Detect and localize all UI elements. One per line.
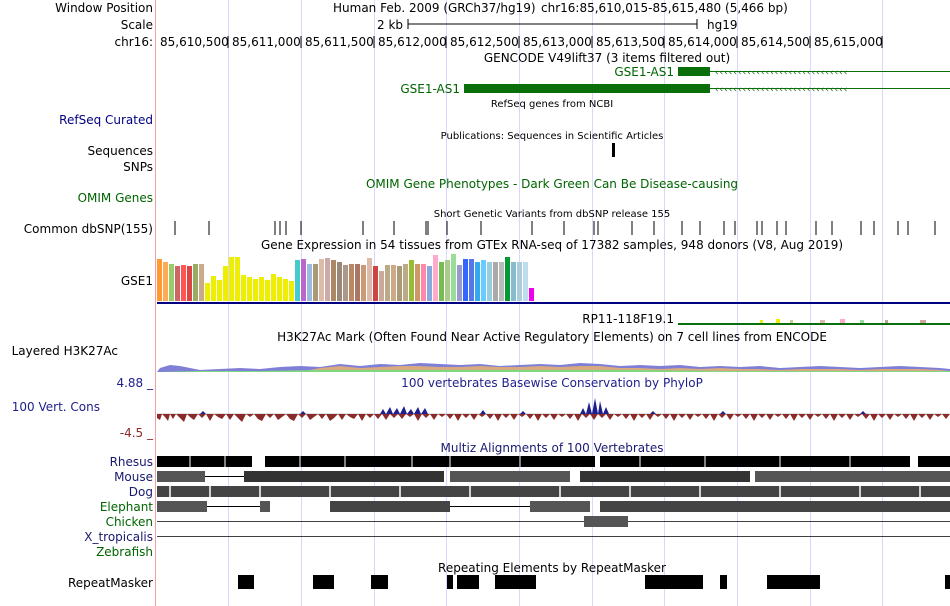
repeatmasker-title: Repeating Elements by RepeatMasker	[438, 561, 666, 575]
phylop-label[interactable]: 100 Vert. Cons	[11, 400, 100, 414]
gencode-gene-label[interactable]: GSE1-AS1	[400, 82, 460, 96]
gtex-label[interactable]: GSE1	[120, 274, 153, 288]
scale-value: 2 kb	[377, 18, 404, 32]
multiz-chicken	[157, 516, 950, 527]
rp11-gene	[678, 319, 950, 325]
publication-mark	[612, 143, 615, 157]
publications-title: Publications: Sequences in Scientific Ar…	[440, 131, 664, 142]
chrom-label: chr16:	[114, 35, 153, 49]
species-dog[interactable]: Dog	[128, 485, 153, 499]
ruler-tick: 85,610,500	[160, 35, 229, 49]
h3k27ac-title: H3K27Ac Mark (Often Found Near Active Re…	[277, 330, 827, 344]
ruler-tick: 85,613,500	[596, 35, 665, 49]
ruler-tick: 85,615,000	[814, 35, 883, 49]
position-text: chr16:85,610,015-85,615,480 (5,466 bp)	[541, 1, 788, 15]
multiz-rhesus	[157, 456, 950, 467]
multiz-elephant	[157, 501, 950, 512]
h3k27ac-signal	[157, 363, 950, 372]
window-position-label: Window Position	[55, 1, 153, 15]
omim-title: OMIM Gene Phenotypes - Dark Green Can Be…	[365, 177, 739, 191]
multiz-dog	[157, 486, 950, 497]
ruler-tick: 85,614,000	[668, 35, 737, 49]
ruler-tick: 85,611,500	[305, 35, 374, 49]
gencode-gene-1: ‹‹‹‹‹‹‹‹‹‹‹‹‹‹‹‹‹‹‹‹‹‹‹‹‹‹‹‹‹	[678, 67, 950, 78]
phylop-max: 4.88 _	[116, 376, 153, 390]
scale-label: Scale	[120, 18, 153, 32]
repeatmasker-blocks	[238, 575, 950, 589]
ruler-tick: 85,614,500	[741, 35, 810, 49]
dbsnp-title: Short Genetic Variants from dbSNP releas…	[433, 209, 671, 220]
gencode-title: GENCODE V49lift37 (3 items filtered out)	[483, 51, 731, 65]
multiz-mouse	[157, 471, 950, 482]
dbsnp-ticks	[174, 221, 936, 235]
refseq-title: RefSeq genes from NCBI	[490, 99, 614, 110]
publications-label[interactable]: Sequences	[87, 144, 153, 158]
gtex-bars	[157, 254, 534, 301]
scale-bar	[407, 19, 698, 29]
db-label: hg19	[707, 18, 738, 32]
dbsnp-label[interactable]: Common dbSNP(155)	[23, 222, 153, 236]
svg-text:‹‹‹‹‹‹‹‹‹‹‹‹‹‹‹‹‹‹‹‹‹‹‹‹‹‹‹‹‹: ‹‹‹‹‹‹‹‹‹‹‹‹‹‹‹‹‹‹‹‹‹‹‹‹‹‹‹‹‹	[715, 68, 848, 78]
ruler-tick: 85,612,500	[450, 35, 519, 49]
ruler-tick: 85,611,000	[232, 35, 301, 49]
assembly-text: Human Feb. 2009 (GRCh37/hg19)	[333, 1, 536, 15]
label-divider	[155, 0, 156, 606]
h3k27ac-label[interactable]: Layered H3K27Ac	[11, 344, 118, 358]
gencode-gene-label[interactable]: GSE1-AS1	[614, 65, 674, 79]
snps-label[interactable]: SNPs	[123, 160, 153, 174]
ruler-tick: 85,613,000	[523, 35, 592, 49]
species-rhesus[interactable]: Rhesus	[109, 455, 153, 469]
species-xtropicalis[interactable]: X_tropicalis	[84, 530, 153, 544]
phylop-title: 100 vertebrates Basewise Conservation by…	[401, 376, 703, 390]
species-elephant[interactable]: Elephant	[99, 500, 153, 514]
ruler-tick: 85,612,000	[378, 35, 447, 49]
refseq-label[interactable]: RefSeq Curated	[59, 113, 153, 127]
species-zebrafish[interactable]: Zebrafish	[96, 545, 153, 559]
repeatmasker-label[interactable]: RepeatMasker	[67, 576, 153, 590]
species-chicken[interactable]: Chicken	[105, 515, 153, 529]
gtex-gene-label[interactable]: RP11-118F19.1	[582, 312, 674, 326]
gtex-title: Gene Expression in 54 tissues from GTEx …	[260, 238, 844, 252]
svg-text:‹‹‹‹‹‹‹‹‹‹‹‹‹‹‹‹‹‹‹‹‹‹‹‹‹‹‹‹‹: ‹‹‹‹‹‹‹‹‹‹‹‹‹‹‹‹‹‹‹‹‹‹‹‹‹‹‹‹‹	[715, 85, 848, 95]
phylop-min: -4.5 _	[119, 426, 153, 440]
omim-label[interactable]: OMIM Genes	[77, 191, 153, 205]
phylop-signal	[157, 398, 950, 422]
ruler-marks	[227, 36, 883, 48]
multiz-title: Multiz Alignments of 100 Vertebrates	[440, 441, 664, 455]
species-mouse[interactable]: Mouse	[114, 470, 153, 484]
gencode-gene-2: ‹‹‹‹‹‹‹‹‹‹‹‹‹‹‹‹‹‹‹‹‹‹‹‹‹‹‹‹‹	[464, 84, 950, 95]
